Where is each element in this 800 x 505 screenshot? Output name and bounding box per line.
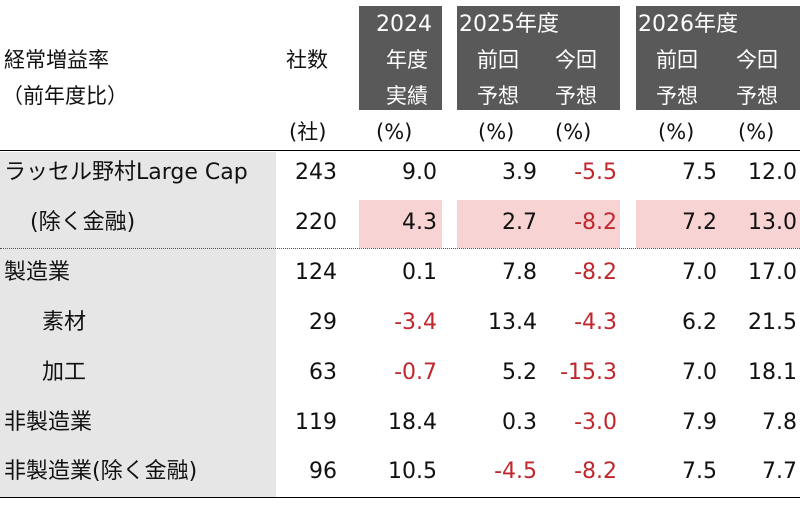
header-2026-block [636,6,800,110]
header-2025-prev-line1: 前回 [477,48,519,72]
cell-v2026-cur: 17.0 [748,260,797,285]
row-label: 非製造業 [4,410,93,435]
cell-v2026-prev: 7.9 [682,410,717,435]
cell-companies: 96 [309,459,337,484]
header-2026-year: 2026年度 [638,12,738,37]
cell-v2026-cur: 7.8 [762,410,797,435]
header-2025-block [457,6,620,110]
unit-2026-prev: (%) [658,120,695,144]
cell-v2025-prev: 2.7 [502,210,537,235]
row-label: ラッセル野村Large Cap [4,160,248,185]
cell-companies: 124 [295,260,337,285]
cell-v2025-cur: -8.2 [574,260,617,285]
header-label-line1: 経常増益率 [4,48,109,72]
header-2025-cur-line1: 今回 [555,48,597,72]
cell-companies: 63 [309,360,337,385]
header-2026-cur-line2: 予想 [736,84,778,108]
header-bottom-rule [0,150,800,151]
header-2024-line1: 年度 [386,48,428,72]
cell-companies: 29 [309,310,337,335]
row-label: 素材 [42,310,87,335]
unit-2024: (%) [376,120,413,144]
cell-v2024: 18.4 [388,410,437,435]
highlight-2026 [636,200,800,248]
header-2026-cur-line1: 今回 [736,48,778,72]
cell-v2026-prev: 7.5 [682,160,717,185]
cell-companies: 243 [295,160,337,185]
cell-v2025-cur: -4.3 [574,310,617,335]
header-label-line2: （前年度比） [2,84,128,108]
row-label: 製造業 [4,260,71,285]
header-2025-year: 2025年度 [459,12,559,37]
unit-2025-prev: (%) [478,120,515,144]
table-bottom-rule [0,497,800,498]
header-2025-cur-line2: 予想 [555,84,597,108]
cell-v2025-cur: -5.5 [574,160,617,185]
header-companies: 社数 [286,48,328,72]
cell-companies: 119 [295,410,337,435]
row-label: 非製造業(除く金融) [4,459,198,484]
cell-v2026-cur: 12.0 [748,160,797,185]
header-2025-prev-line2: 予想 [477,84,519,108]
cell-v2025-cur: -8.2 [574,210,617,235]
row-label: 加工 [42,360,87,385]
cell-v2025-prev: 7.8 [502,260,537,285]
cell-v2025-prev: 0.3 [502,410,537,435]
cell-v2024: -0.7 [394,360,437,385]
cell-v2024: 0.1 [402,260,437,285]
cell-v2026-cur: 7.7 [762,459,797,484]
cell-v2024: 9.0 [402,160,437,185]
cell-v2026-prev: 7.5 [682,459,717,484]
unit-2026-cur: (%) [738,120,775,144]
header-2024-line2: 実績 [386,84,428,108]
cell-v2026-prev: 6.2 [682,310,717,335]
section-dotted-rule [0,248,800,249]
unit-2025-cur: (%) [555,120,592,144]
cell-v2024: 10.5 [388,459,437,484]
row-label: (除く金融) [30,210,136,235]
cell-v2026-cur: 13.0 [748,210,797,235]
cell-v2025-prev: 3.9 [502,160,537,185]
header-2026-prev-line2: 予想 [656,84,698,108]
cell-v2025-cur: -3.0 [574,410,617,435]
cell-v2026-prev: 7.0 [682,360,717,385]
cell-v2025-prev: 13.4 [488,310,537,335]
cell-v2025-cur: -15.3 [560,360,617,385]
unit-companies: (社) [289,120,327,144]
cell-companies: 220 [295,210,337,235]
cell-v2024: -3.4 [394,310,437,335]
cell-v2026-prev: 7.0 [682,260,717,285]
label-column-bg [0,152,276,498]
highlight-2025 [457,200,620,248]
cell-v2025-cur: -8.2 [574,459,617,484]
header-2024-year: 2024 [376,12,432,37]
header-2024-block [359,6,442,110]
cell-v2025-prev: -4.5 [494,459,537,484]
header-2026-prev-line1: 前回 [656,48,698,72]
cell-v2024: 4.3 [402,210,437,235]
cell-v2026-prev: 7.2 [682,210,717,235]
highlight-2024 [359,200,442,248]
cell-v2026-cur: 18.1 [748,360,797,385]
cell-v2026-cur: 21.5 [748,310,797,335]
cell-v2025-prev: 5.2 [502,360,537,385]
